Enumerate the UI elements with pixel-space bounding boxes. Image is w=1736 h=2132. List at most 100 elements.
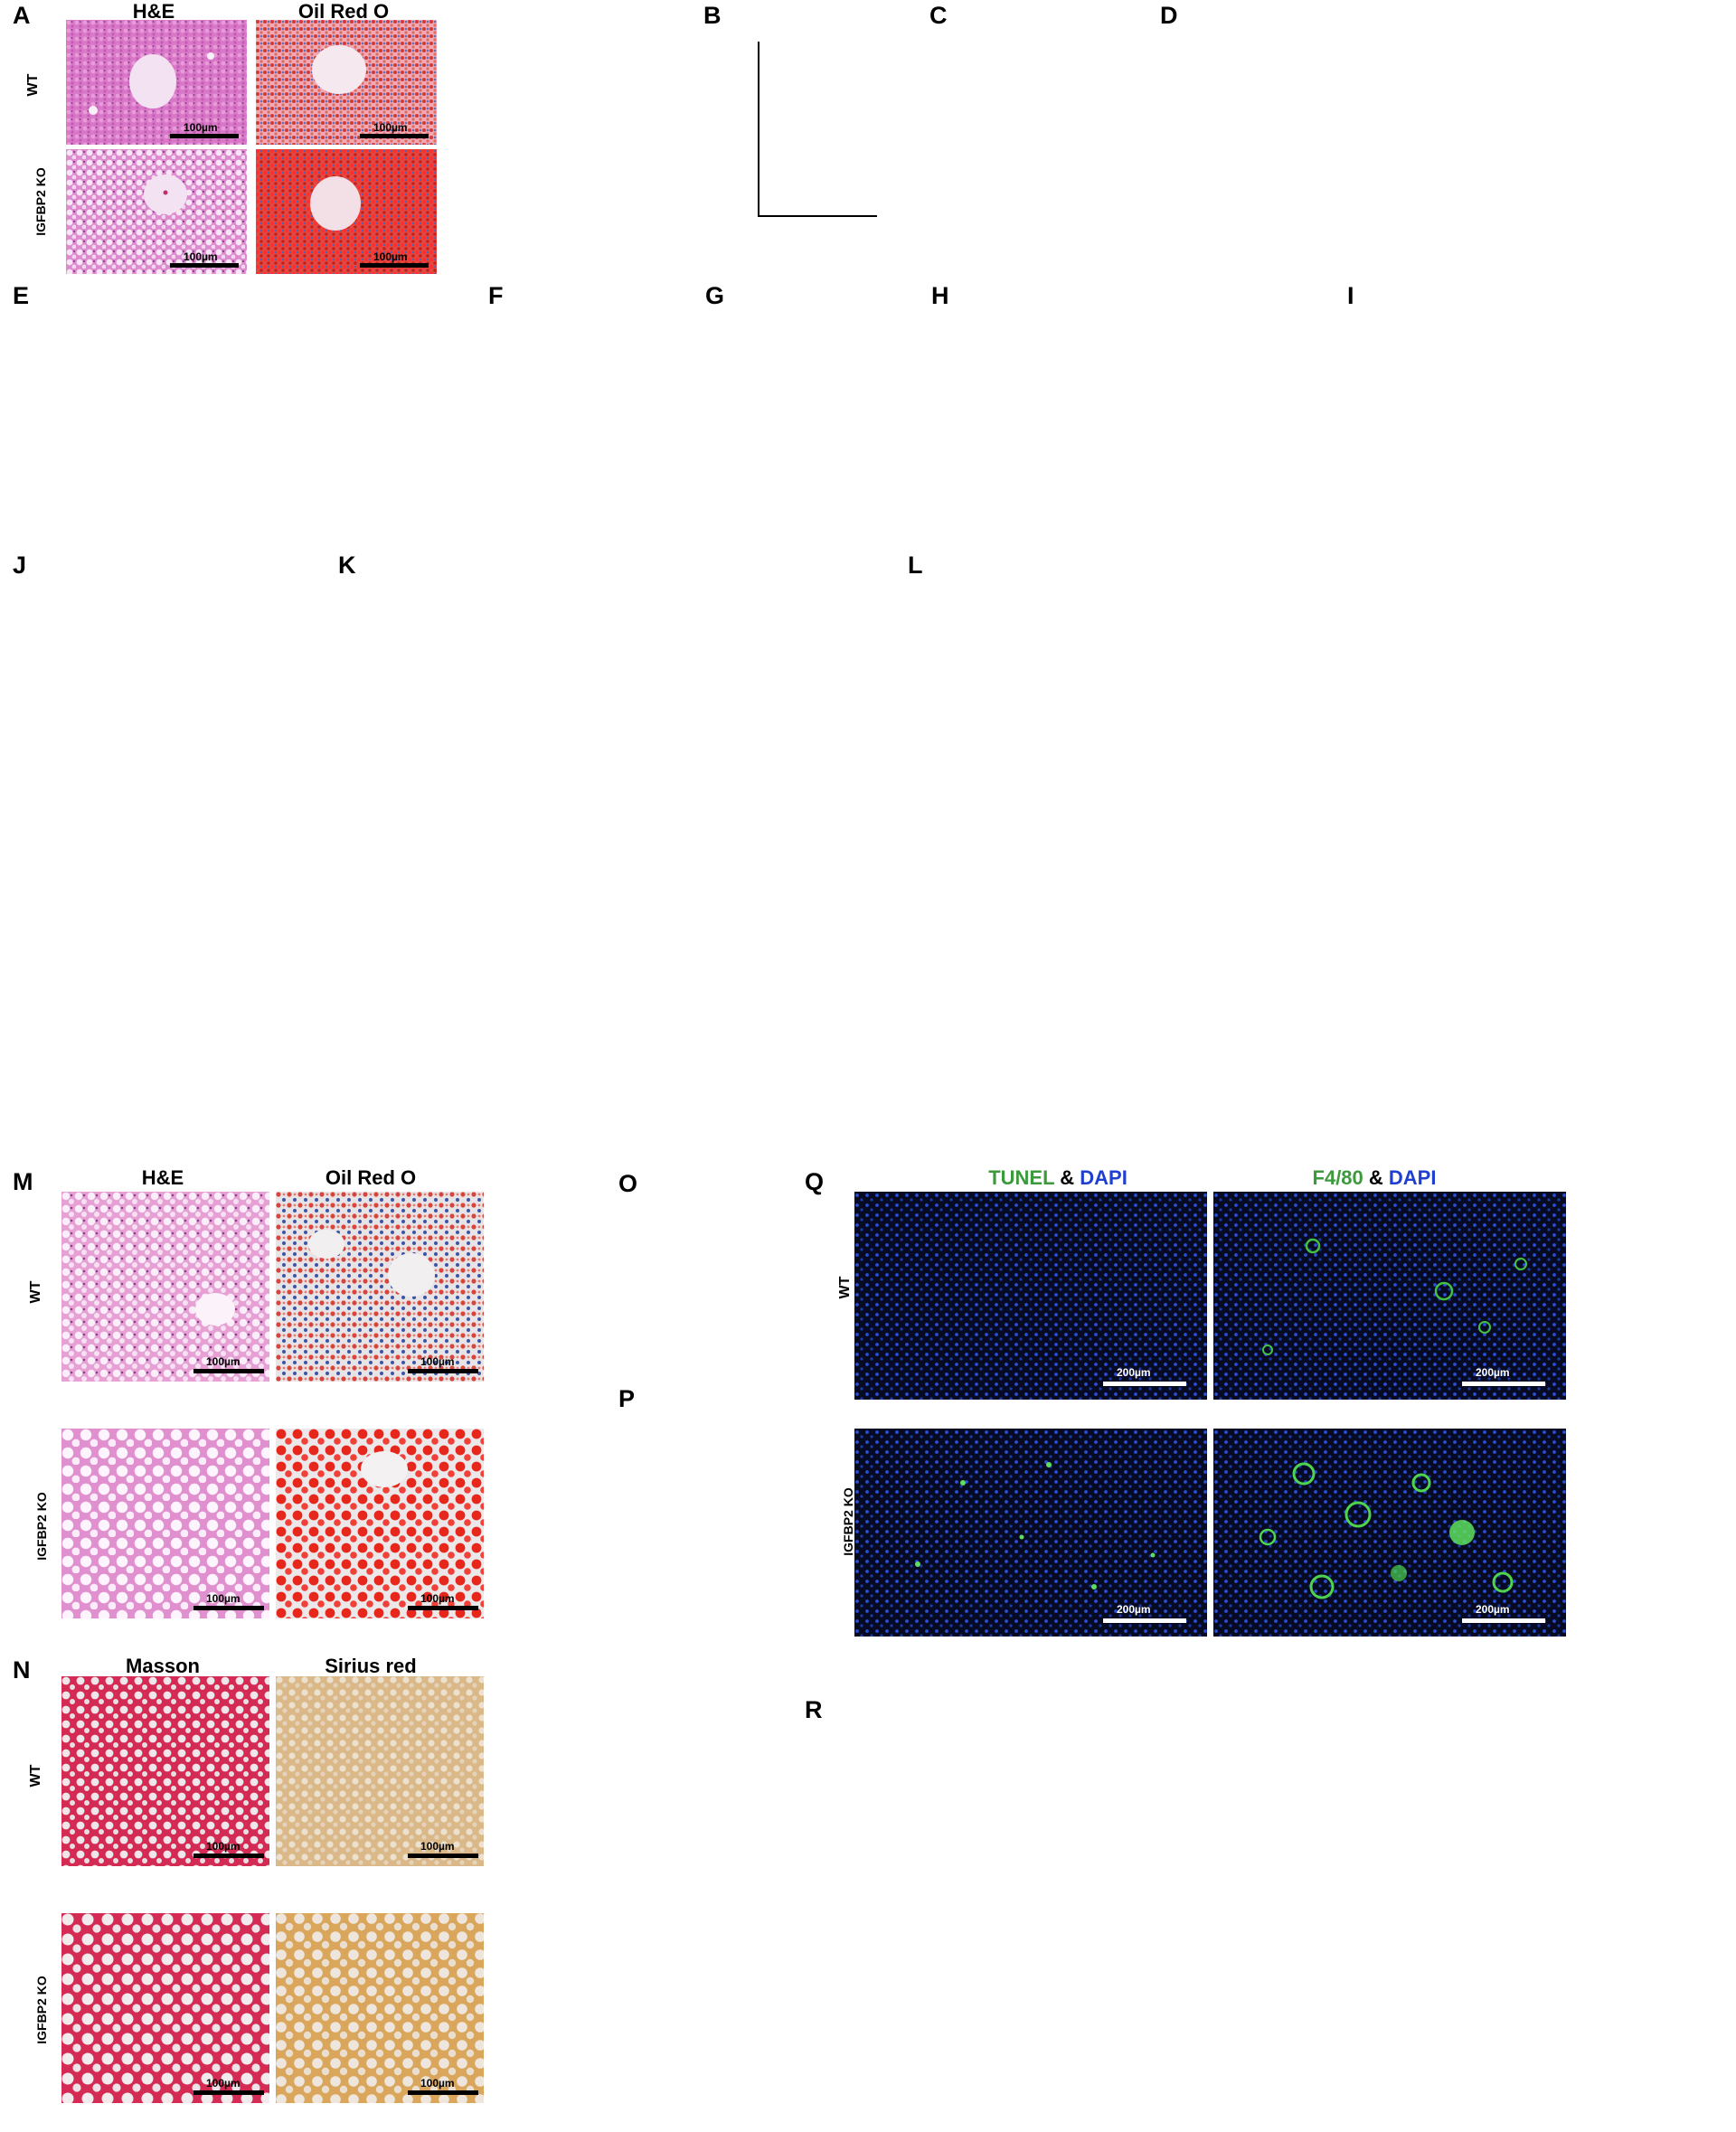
panel-o: O [615, 1166, 796, 1401]
panel-r: R [805, 1691, 1736, 2125]
panel-n: N Masson Sirius red WT IGFBP2 KO 100µm 1… [0, 1655, 624, 2125]
panel-q-scaletext-1: 200µm [1117, 1366, 1151, 1379]
panel-a-row-label-ko: IGFBP2 KO [33, 167, 48, 236]
chart-alt-nash [615, 1166, 796, 1401]
tunel-label: TUNEL [988, 1166, 1055, 1189]
panel-label-l: L [908, 552, 923, 579]
chart-ipgtt-auc [723, 552, 904, 814]
panel-n-sirius-chart [579, 1890, 760, 2120]
chart-liver-tc [913, 0, 1121, 280]
panel-label-i: I [1347, 282, 1354, 309]
panel-label-b: B [703, 2, 722, 29]
panel-q-title-1: TUNEL & DAPI [904, 1166, 1212, 1190]
panel-h: H [922, 282, 1194, 544]
panel-m-image-he-ko [61, 1429, 269, 1618]
chart-liver-ffa [1144, 0, 1352, 280]
panel-n-scaletext-2: 100µm [420, 1840, 455, 1853]
panel-m-scaletext-3: 100µm [206, 1592, 241, 1605]
panel-d: D [1144, 0, 1352, 280]
panel-q-scalebar-1 [1103, 1382, 1186, 1386]
panel-a-scaletext-4: 100µm [373, 250, 408, 263]
panel-m-image-oro-ko [276, 1429, 484, 1618]
panel-b: B [687, 0, 895, 280]
chart-liver-tg [687, 0, 895, 280]
panel-a-image-oro-wt [256, 20, 437, 145]
panel-q-row-label-wt: WT [837, 1276, 853, 1299]
chart-gsp [1338, 282, 1546, 544]
panel-label-m: M [13, 1168, 33, 1195]
amp-1: & [1054, 1166, 1080, 1189]
dapi-label-1: DAPI [1080, 1166, 1127, 1189]
panel-label-e: E [13, 282, 30, 309]
panel-label-f: F [488, 282, 504, 309]
panel-q-scalebar-3 [1103, 1618, 1186, 1623]
panel-m: M H&E Oil Red O WT IGFBP2 KO 100µm 100µm [0, 1166, 624, 1646]
panel-q-row-label-ko: IGFBP2 KO [841, 1487, 855, 1556]
panel-n-image-masson-wt [61, 1676, 269, 1866]
panel-q-image-tunel-ko [854, 1429, 1207, 1637]
panel-a-scaletext-2: 100µm [373, 121, 408, 134]
panel-m-image-oro-wt [276, 1192, 484, 1382]
panel-n-row-label-ko: IGFBP2 KO [34, 1976, 49, 2044]
panel-m-row-label-ko: IGFBP2 KO [34, 1492, 49, 1561]
panel-q-scaletext-4: 200µm [1476, 1603, 1510, 1616]
panel-m-title-2: Oil Red O [325, 1166, 417, 1189]
panel-n-scalebar-2 [408, 1854, 478, 1858]
panel-l: L [904, 552, 1293, 814]
f480-label: F4/80 [1312, 1166, 1363, 1189]
panel-p: P [615, 1382, 796, 1617]
panel-label-p: P [618, 1385, 636, 1412]
panel-k-auc [723, 552, 904, 814]
panel-n-image-masson-ko [61, 1913, 269, 2103]
panel-a-scalebar-4 [360, 263, 429, 268]
panel-m-scalebar-4 [408, 1606, 478, 1610]
panel-n-title-2: Sirius red [325, 1655, 417, 1677]
panel-m-scaletext-4: 100µm [420, 1592, 455, 1605]
chart-f480-area [1569, 1410, 1736, 1641]
panel-m-scalebar-2 [408, 1369, 478, 1373]
panel-m-scalebar-3 [193, 1606, 264, 1610]
panel-k: K [335, 552, 714, 814]
panel-m-scaletext-2: 100µm [420, 1355, 455, 1368]
chart-insulin [0, 552, 271, 814]
panel-e: E [0, 282, 407, 544]
panel-n-scaletext-1: 100µm [206, 1840, 241, 1853]
panel-q-scalebar-2 [1462, 1382, 1545, 1386]
panel-c: C [913, 0, 1121, 280]
chart-ast-nash [615, 1382, 796, 1617]
chart-masson-area [579, 1664, 760, 1890]
chart-serum-lipid [0, 282, 407, 544]
panel-f: F [479, 282, 678, 544]
panel-label-j: J [13, 552, 27, 579]
panel-a-scalebar-3 [170, 263, 239, 268]
panel-n-image-sirius-ko [276, 1913, 484, 2103]
panel-a-scaletext-3: 100µm [184, 250, 218, 263]
panel-label-d: D [1160, 2, 1178, 29]
panel-n-scaletext-4: 100µm [420, 2077, 455, 2090]
dapi-label-2: DAPI [1388, 1166, 1437, 1189]
panel-label-k: K [338, 552, 356, 579]
panel-label-r: R [805, 1696, 823, 1723]
panel-a-scalebar-2 [360, 134, 429, 138]
panel-a-image-he-wt [66, 20, 247, 145]
panel-a-image-oro-ko [256, 149, 437, 274]
panel-a-scalebar-1 [170, 134, 239, 138]
panel-n-scalebar-4 [408, 2090, 478, 2095]
panel-q-scaletext-3: 200µm [1117, 1603, 1151, 1616]
panel-q-scaletext-2: 200µm [1476, 1366, 1510, 1379]
panel-m-scaletext-1: 100µm [206, 1355, 241, 1368]
panel-q-image-f480-ko [1213, 1429, 1566, 1637]
chart-ipitt-auc [1302, 552, 1483, 814]
chart-sirius-area [579, 1890, 760, 2120]
panel-l-auc [1302, 552, 1483, 814]
panel-n-image-sirius-wt [276, 1676, 484, 1866]
panel-g: G [696, 282, 904, 544]
panel-q-image-tunel-wt [854, 1192, 1207, 1400]
chart-blood-glucose [922, 282, 1194, 544]
panel-label-o: O [618, 1170, 638, 1197]
chart-ast-serum [696, 282, 904, 544]
panel-m-title-1: H&E [141, 1166, 184, 1189]
panel-a-title-2: Oil Red O [297, 0, 390, 23]
chart-mrna-expression [805, 1691, 1736, 2125]
panel-q-title-2: F4/80 & DAPI [1221, 1166, 1528, 1190]
